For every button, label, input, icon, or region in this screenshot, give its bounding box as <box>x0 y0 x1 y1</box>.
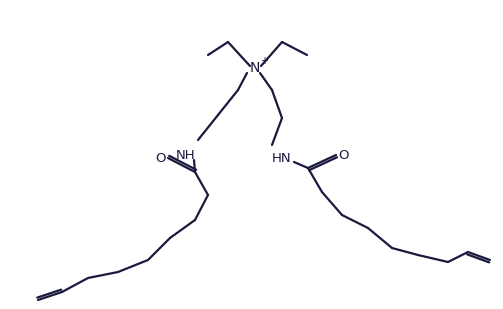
Text: O: O <box>339 149 349 162</box>
Text: HN: HN <box>272 151 292 164</box>
Text: +: + <box>260 56 268 66</box>
Text: N: N <box>250 61 260 75</box>
Text: NH: NH <box>176 149 196 162</box>
Text: O: O <box>155 151 165 164</box>
